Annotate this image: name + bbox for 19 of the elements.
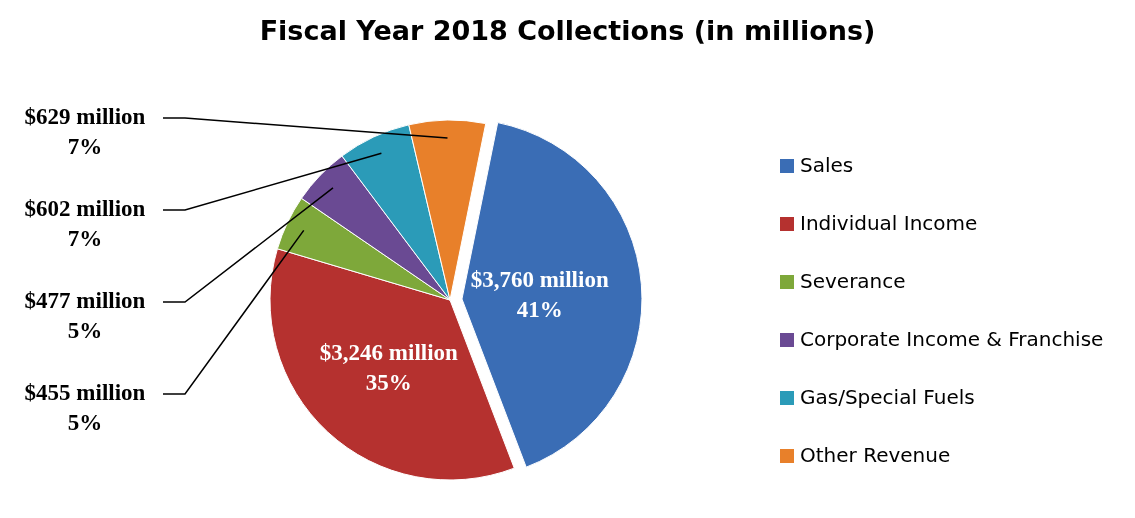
- legend-label: Sales: [800, 153, 854, 177]
- data-label: $477 million: [24, 288, 146, 313]
- text: 5%: [67, 318, 103, 343]
- text: 5%: [67, 410, 103, 435]
- text: 35%: [365, 370, 412, 396]
- data-label: $602 million: [24, 196, 146, 221]
- text: 7%: [67, 226, 103, 251]
- data-label: $455 million: [24, 380, 146, 405]
- data-label: $629 million: [24, 104, 146, 129]
- legend-label: Other Revenue: [800, 443, 951, 467]
- data-label: $3,246 million: [319, 340, 459, 366]
- legend-label: Corporate Income & Franchise: [800, 327, 1104, 351]
- text: 41%: [516, 296, 563, 322]
- legend-label: Gas/Special Fuels: [800, 385, 975, 409]
- chart-title: Fiscal Year 2018 Collections (in millions): [259, 15, 876, 46]
- legend-label: Individual Income: [800, 211, 978, 235]
- data-label: $3,760 million: [470, 266, 609, 292]
- text: 7%: [67, 134, 103, 159]
- legend-label: Severance: [800, 269, 906, 293]
